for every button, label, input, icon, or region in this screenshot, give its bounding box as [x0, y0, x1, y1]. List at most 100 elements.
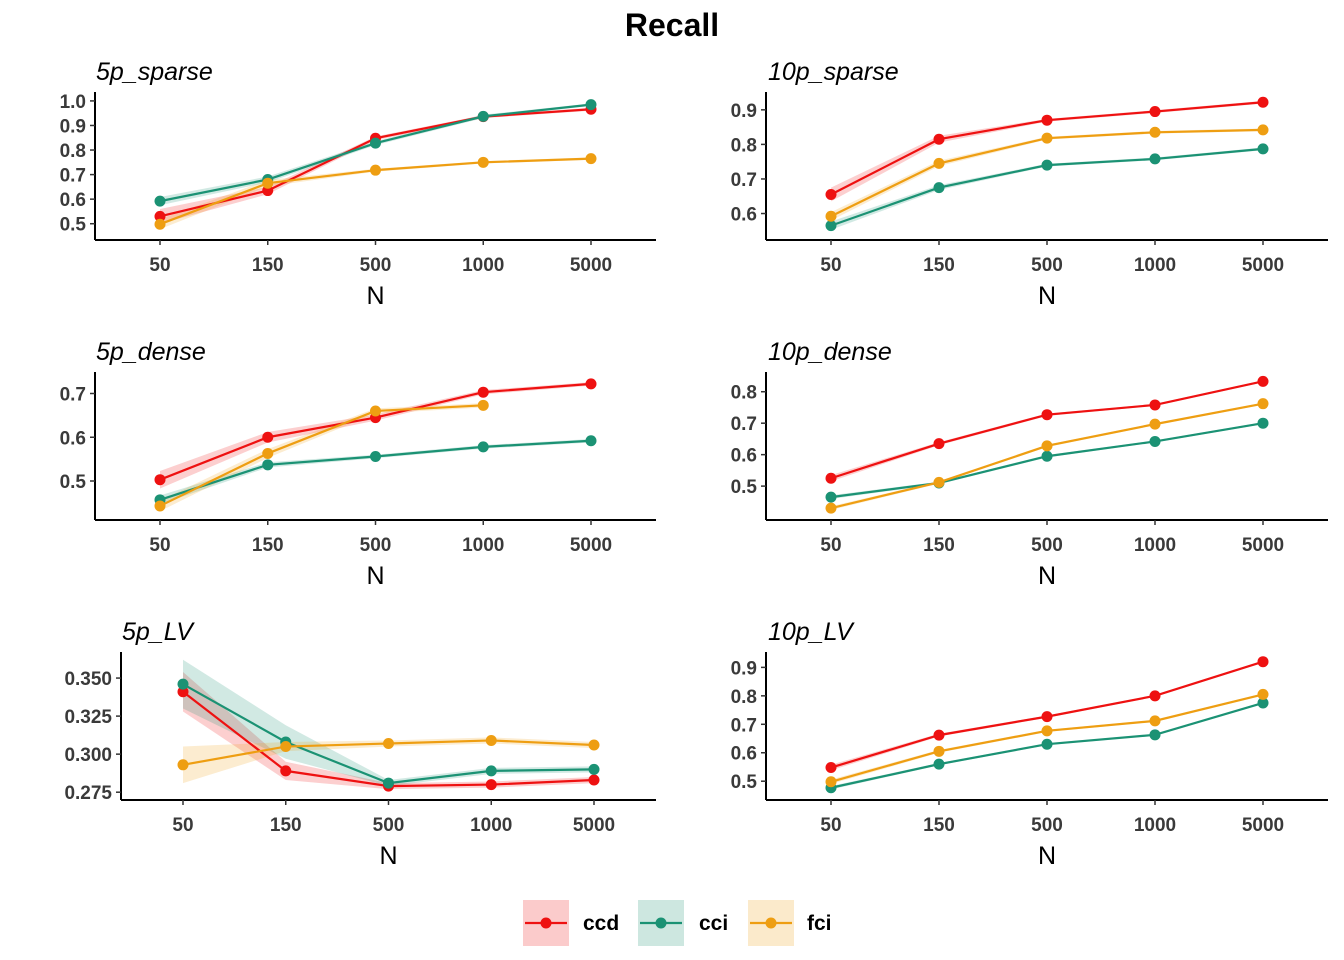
point-ccd — [588, 774, 600, 786]
x-tick-label: 150 — [252, 255, 284, 276]
x-tick-label: 50 — [172, 815, 193, 836]
point-ccd — [585, 378, 597, 390]
legend-item-cci: cci — [638, 900, 728, 946]
legend-label: ccd — [583, 912, 619, 935]
point-fci — [1257, 398, 1269, 410]
point-cci — [370, 137, 381, 149]
panel-title: 5p_LV — [122, 618, 195, 646]
y-tick-label: 0.6 — [60, 428, 86, 449]
point-cci — [262, 459, 274, 471]
point-fci — [1041, 725, 1053, 737]
point-fci — [477, 156, 489, 168]
point-cci — [585, 99, 597, 111]
x-tick-label: 5000 — [1242, 255, 1284, 276]
point-cci — [383, 777, 394, 789]
y-tick-label: 0.8 — [60, 141, 86, 162]
y-tick-label: 0.7 — [731, 170, 757, 191]
point-cci — [177, 678, 189, 690]
point-cci — [1149, 435, 1161, 447]
x-tick-label: 500 — [360, 535, 392, 556]
point-ccd — [1149, 399, 1161, 411]
y-tick-label: 0.6 — [731, 744, 757, 765]
point-fci — [1149, 715, 1161, 727]
point-ccd — [933, 438, 945, 450]
point-fci — [825, 776, 837, 788]
ribbon-cci — [183, 659, 594, 787]
point-cci — [1041, 450, 1053, 462]
point-fci — [383, 738, 394, 749]
y-tick-label: 0.5 — [60, 215, 87, 236]
point-ccd — [1149, 690, 1161, 702]
point-fci — [477, 399, 489, 411]
point-fci — [933, 157, 945, 169]
legend-label: cci — [699, 912, 728, 935]
y-tick-label: 0.8 — [731, 135, 757, 156]
x-tick-label: 50 — [820, 255, 841, 276]
series-line-fci — [159, 404, 484, 507]
y-tick-label: 0.325 — [64, 707, 112, 728]
y-tick-label: 0.9 — [731, 658, 757, 679]
x-axis-title: N — [366, 282, 384, 310]
point-ccd — [262, 431, 274, 443]
point-fci — [933, 476, 945, 488]
y-tick-label: 0.8 — [731, 687, 757, 708]
panel-title: 10p_LV — [768, 618, 855, 646]
point-cci — [1257, 143, 1269, 155]
legend-item-ccd: ccd — [523, 900, 619, 946]
point-fci — [585, 153, 597, 165]
point-cci — [825, 491, 837, 503]
point-ccd — [1041, 114, 1053, 126]
point-fci — [825, 502, 837, 514]
point-ccd — [1257, 96, 1269, 108]
panel-10p_sparse: 10p_sparse 0.6 0.7 0.8 0.9 50 150 500 1000 5000 N — [731, 58, 1328, 310]
point-cci — [1149, 153, 1161, 165]
point-fci — [933, 745, 945, 757]
panel-5p_dense: 5p_dense 0.5 0.6 0.7 50 150 500 1000 5000 N — [60, 338, 656, 590]
point-fci — [1257, 124, 1269, 136]
point-cci — [825, 220, 837, 232]
point-fci — [154, 218, 166, 230]
point-ccd — [825, 762, 837, 774]
point-fci — [262, 177, 274, 189]
x-tick-label: 150 — [923, 535, 955, 556]
point-ccd — [485, 779, 497, 791]
y-tick-label: 0.8 — [731, 383, 757, 404]
point-ccd — [1257, 656, 1269, 668]
x-axis-title: N — [1038, 282, 1056, 310]
x-tick-label: 500 — [360, 255, 392, 276]
point-fci — [1041, 440, 1053, 452]
point-fci — [1257, 688, 1269, 700]
x-tick-label: 1000 — [462, 255, 504, 276]
point-fci — [588, 739, 600, 751]
legend: ccd cci fci — [523, 900, 832, 946]
x-tick-label: 500 — [373, 815, 405, 836]
ribbon-cci — [160, 103, 591, 206]
point-ccd — [154, 210, 166, 222]
main-title: Recall — [625, 7, 719, 43]
panel-title: 10p_sparse — [768, 58, 899, 86]
x-tick-label: 150 — [923, 255, 955, 276]
panel-5p_LV: 5p_LV 0.275 0.300 0.325 0.350 50 150 500 1000 500… — [64, 618, 656, 870]
x-tick-label: 50 — [820, 815, 841, 836]
legend-key-point — [765, 917, 777, 929]
point-cci — [485, 765, 497, 777]
x-tick-label: 150 — [252, 535, 284, 556]
y-tick-label: 0.275 — [64, 783, 112, 804]
x-tick-label: 1000 — [1134, 815, 1176, 836]
point-ccd — [154, 474, 166, 486]
point-cci — [477, 110, 489, 122]
point-cci — [933, 182, 945, 194]
point-cci — [1041, 738, 1053, 750]
x-tick-label: 150 — [270, 815, 302, 836]
x-tick-label: 1000 — [1134, 255, 1176, 276]
x-tick-label: 50 — [149, 535, 170, 556]
y-tick-label: 0.5 — [731, 772, 758, 793]
point-cci — [477, 441, 489, 453]
x-tick-label: 1000 — [1134, 535, 1176, 556]
x-tick-label: 500 — [1031, 255, 1063, 276]
y-tick-label: 1.0 — [60, 92, 86, 113]
x-tick-label: 5000 — [570, 255, 612, 276]
y-tick-label: 0.6 — [60, 190, 86, 211]
point-cci — [933, 758, 945, 770]
